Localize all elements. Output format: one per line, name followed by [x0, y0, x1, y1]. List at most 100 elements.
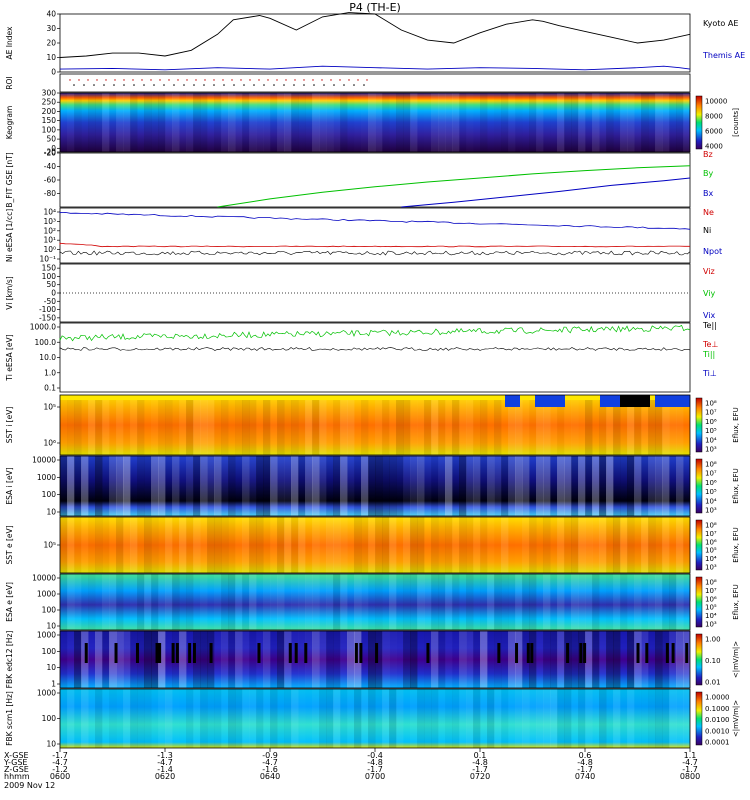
fbk_b-column	[466, 689, 474, 748]
sst_i-column	[669, 395, 677, 455]
esa_e-column	[179, 574, 187, 630]
sst_e-column	[620, 517, 628, 573]
sst_e-spectrogram	[60, 517, 690, 573]
roi-marker	[168, 79, 170, 81]
sst_i-column	[466, 395, 474, 455]
fbk_e-column	[67, 631, 74, 688]
sst_e-column	[669, 517, 676, 573]
fbk_e-colorbar-tick: 0.01	[705, 679, 721, 687]
fbk_e-column	[235, 631, 243, 688]
fbk_b-column	[95, 689, 103, 748]
esa_i-column	[634, 456, 642, 516]
roi-marker	[69, 79, 71, 81]
roi-marker	[276, 79, 278, 81]
roi-marker	[186, 79, 188, 81]
roi-marker	[150, 79, 152, 81]
fbk_b-column	[74, 689, 81, 748]
orbit-label-z: Z-GSE	[4, 765, 29, 774]
sst_i-column	[263, 395, 271, 455]
fbk_b-column	[585, 689, 593, 748]
keogram-column	[88, 93, 96, 152]
esa_e-column	[676, 574, 684, 630]
roi-marker	[353, 84, 355, 86]
time-tick-label: 0600	[50, 772, 70, 781]
panel-ae: AE Index 0 10 20 30 40 Kyoto AE Themis AE	[5, 10, 745, 77]
keogram-column	[431, 93, 439, 152]
esa_i-column	[312, 456, 320, 516]
sst_i-column	[368, 395, 375, 455]
sst_e-column	[396, 517, 403, 573]
esa_e-column	[459, 574, 466, 630]
esa_i-column	[396, 456, 404, 516]
esa_e-column	[445, 574, 453, 630]
sst_e-column	[368, 517, 376, 573]
sst_i-column	[214, 395, 221, 455]
ae-ytick-label: 30	[46, 24, 56, 33]
fbk_b-column	[137, 689, 145, 748]
sst_i-column	[403, 395, 411, 455]
sst-i-gap-block	[655, 395, 690, 407]
fbk_e-column	[396, 631, 403, 688]
fbk-e-dark-stripe	[158, 643, 162, 663]
keogram-column	[396, 93, 404, 152]
esa_e-column	[270, 574, 278, 630]
fbk_b-column	[676, 689, 684, 748]
roi-marker	[203, 84, 205, 86]
esa_i-column	[662, 456, 670, 516]
orbit-value: -1.7	[52, 751, 68, 760]
esa_i-spectrogram	[60, 456, 690, 516]
ae-series-line	[59, 65, 691, 71]
keogram-column	[340, 93, 348, 152]
roi-marker	[73, 84, 75, 86]
esa_e-column	[438, 574, 446, 630]
fbk_b-column	[592, 689, 599, 748]
sst_i-column	[291, 395, 299, 455]
fbk-e-dark-stripe	[359, 643, 363, 663]
fbk-e-dark-stripe	[526, 643, 530, 663]
sst_e-column	[172, 517, 179, 573]
sst_e-column	[235, 517, 242, 573]
esa_e-column	[186, 574, 194, 630]
sst_i-column	[459, 395, 467, 455]
sst_e-column	[284, 517, 292, 573]
orbit-value: 1.1	[684, 751, 697, 760]
fbk-e-dark-stripe	[426, 643, 430, 663]
esa_i-ytick-label: 100	[42, 490, 57, 499]
sst_i-column	[130, 395, 138, 455]
keogram-column	[326, 93, 334, 152]
fbk_b-column	[291, 689, 299, 748]
fbk_e-column	[319, 631, 327, 688]
sst_e-column	[151, 517, 159, 573]
roi-marker	[240, 79, 242, 81]
fbk_b-column	[606, 689, 613, 748]
sst_e-column	[424, 517, 431, 573]
keogram-column	[263, 93, 271, 152]
sst_i-column	[396, 395, 404, 455]
fbk_e-column	[438, 631, 446, 688]
keogram-ytick-label: 250	[42, 98, 57, 107]
esa_i-column	[501, 456, 509, 516]
fbk_b-column	[424, 689, 432, 748]
sst_i-column	[81, 395, 88, 455]
sst_e-column	[137, 517, 144, 573]
sst_e-column	[270, 517, 277, 573]
esa_e-column	[578, 574, 586, 630]
sst_i-column	[431, 395, 439, 455]
sst_i-column	[480, 395, 488, 455]
sst_i-column	[410, 395, 418, 455]
esa_i-column	[305, 456, 313, 516]
sst_e-column	[95, 517, 103, 573]
velocity-ytick-label: -50	[44, 297, 56, 306]
keogram-column	[137, 93, 144, 152]
esa_i-column	[550, 456, 558, 516]
fbk_e-ylabel: FBK edc12 [Hz]	[5, 631, 14, 689]
sst_i-column	[536, 395, 544, 455]
bfield-legend-1: By	[703, 169, 713, 178]
roi-marker	[83, 84, 85, 86]
sst_i-column	[298, 395, 305, 455]
keogram-column	[207, 93, 214, 152]
fbk_e-column	[410, 631, 418, 688]
fbk_e-column	[676, 631, 684, 688]
